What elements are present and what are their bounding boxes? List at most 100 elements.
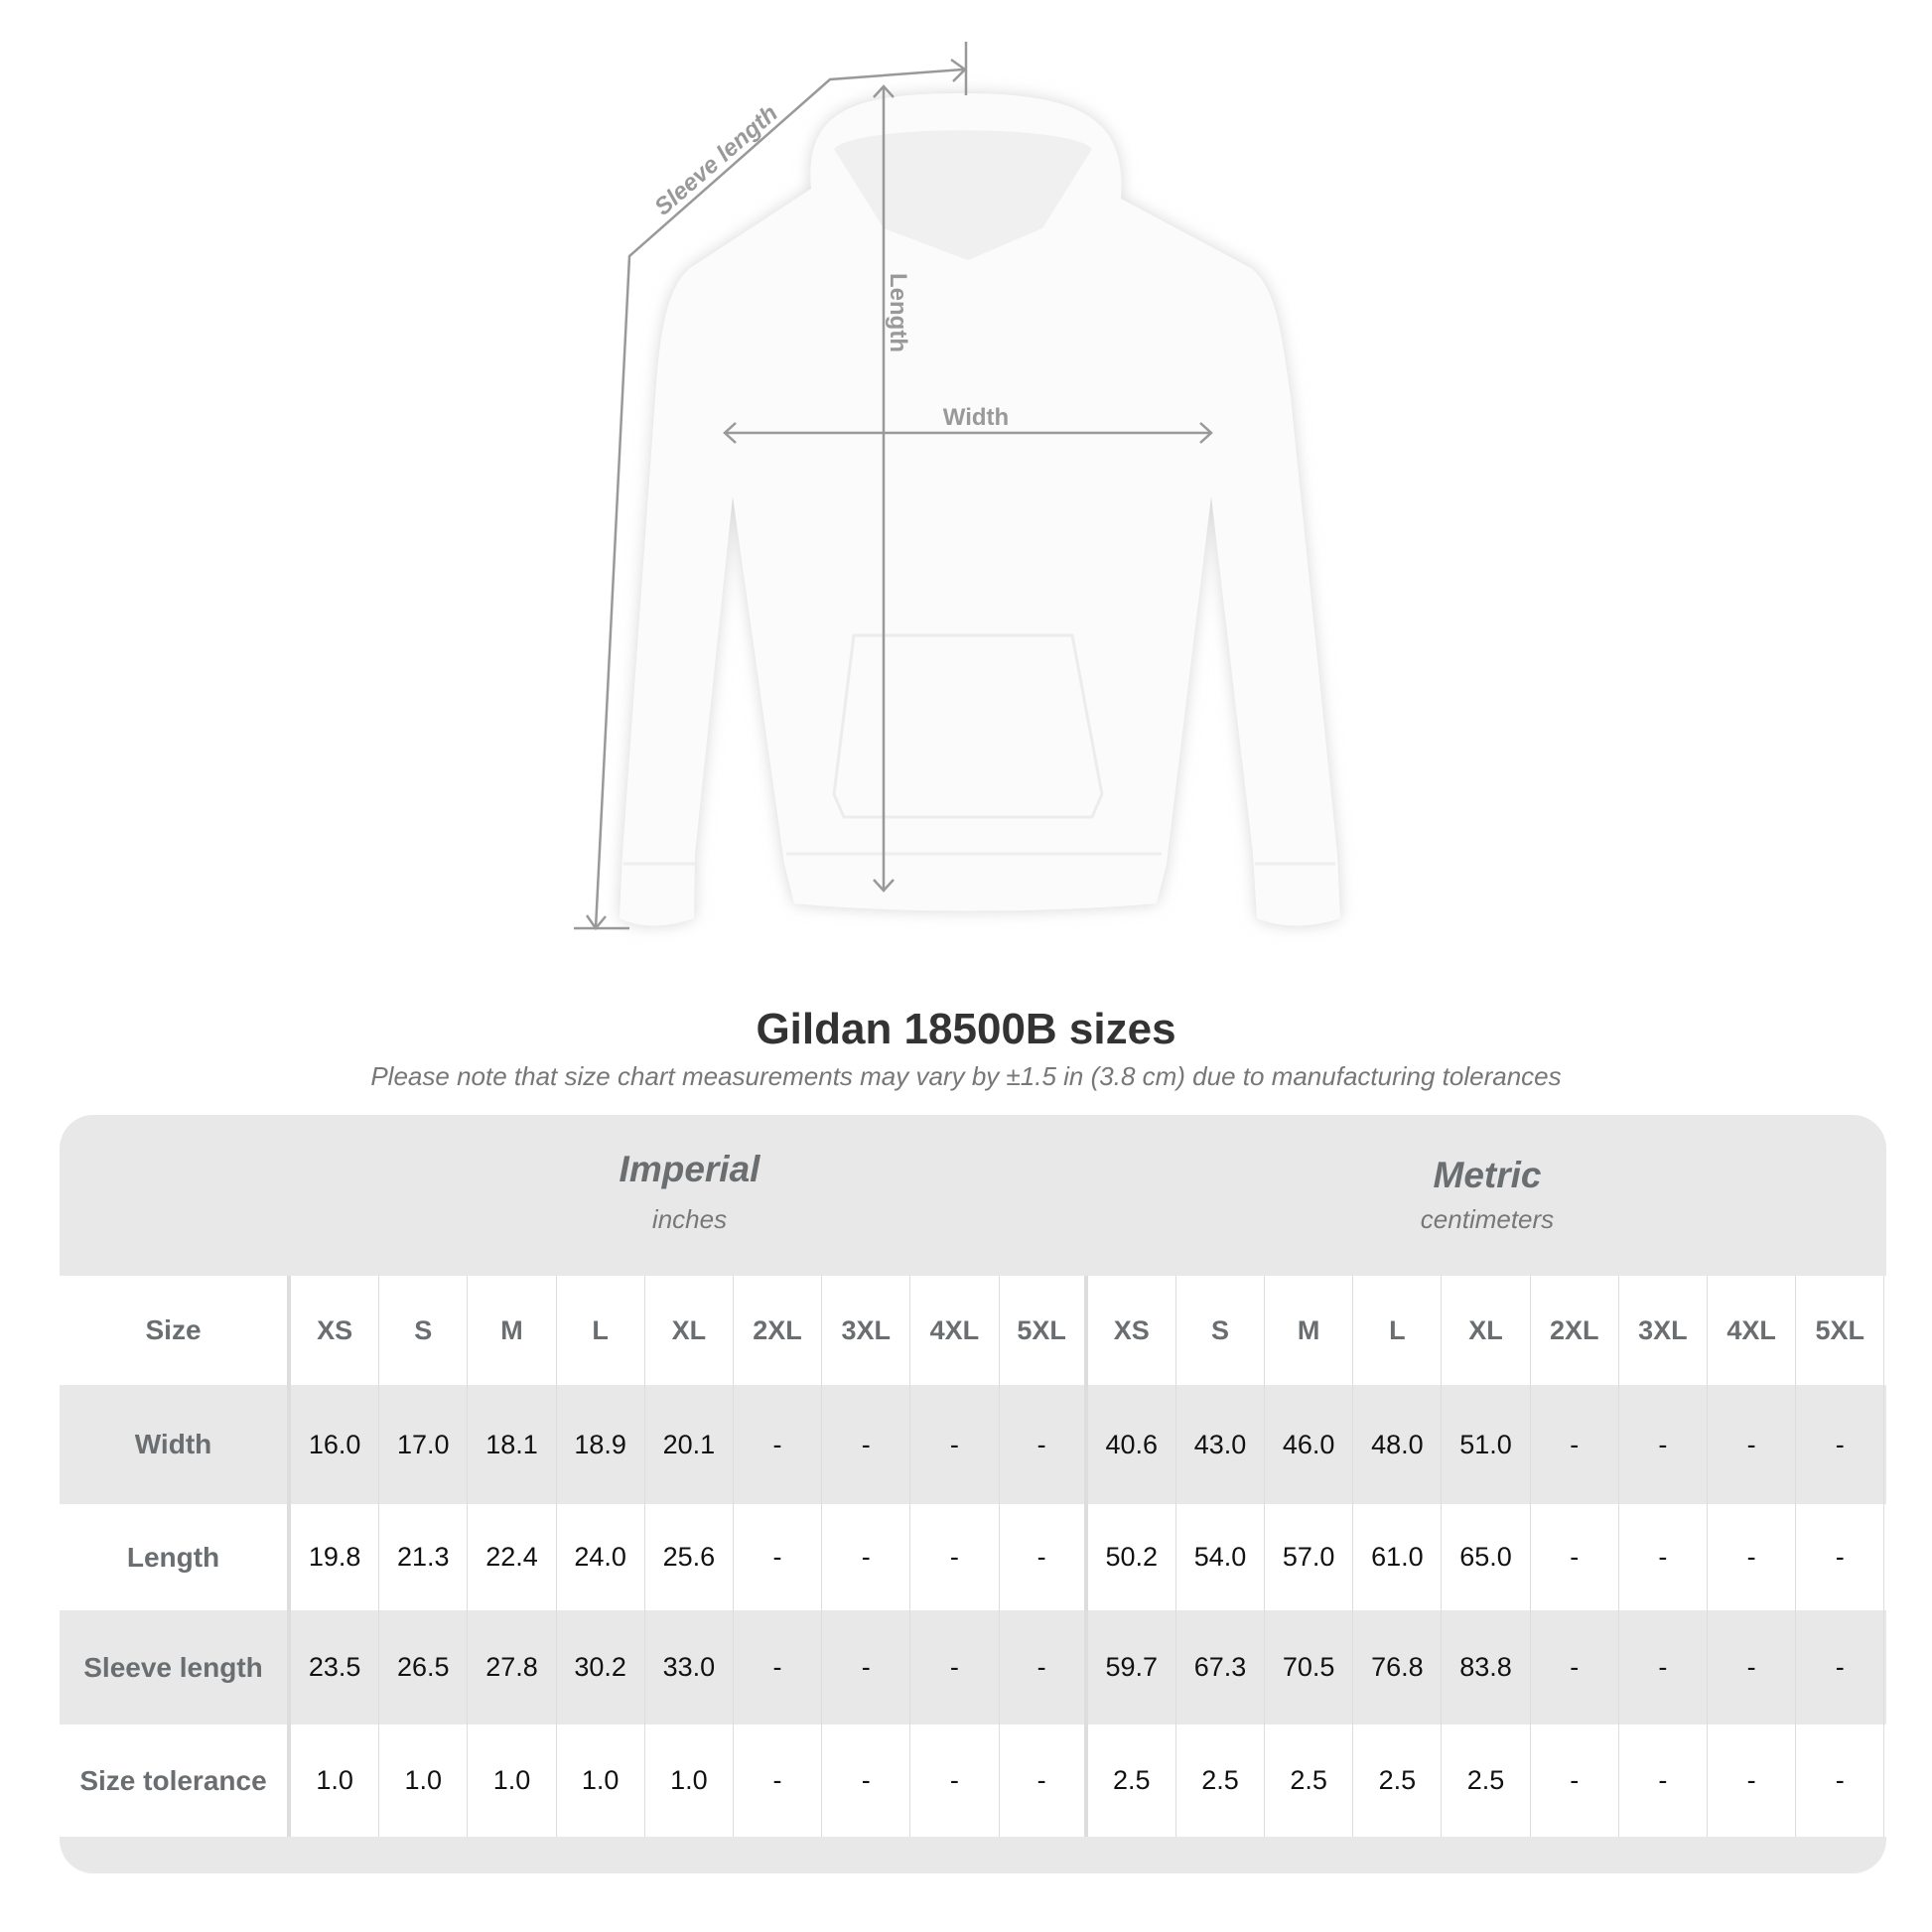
imperial-value: - (1000, 1504, 1088, 1610)
tolerance-note: Please note that size chart measurements… (370, 1061, 1562, 1091)
table-row: Length 19.8 21.3 22.4 24.0 25.6- - - -50.2 54.0 57… (60, 1504, 1886, 1610)
size-column-header: 2XL (1531, 1276, 1619, 1385)
imperial-value: - (910, 1385, 1000, 1504)
metric-value: - (1619, 1385, 1708, 1504)
imperial-value: - (734, 1504, 823, 1610)
metric-value: 59.7 (1088, 1610, 1176, 1725)
imperial-value: - (822, 1610, 911, 1725)
width-label: Width (943, 404, 1009, 431)
metric-value: 54.0 (1176, 1504, 1266, 1610)
imperial-value: - (1000, 1610, 1088, 1725)
metric-value: 57.0 (1265, 1504, 1354, 1610)
imperial-value: 27.8 (468, 1610, 557, 1725)
imperial-value: - (822, 1504, 911, 1610)
size-column-header: M (1265, 1276, 1354, 1385)
metric-value: - (1531, 1385, 1619, 1504)
size-column-header: 4XL (1708, 1276, 1797, 1385)
metric-value: - (1708, 1504, 1797, 1610)
metric-value: - (1796, 1725, 1885, 1837)
size-column-header: M (468, 1276, 557, 1385)
metric-value: 2.5 (1442, 1725, 1531, 1837)
metric-value: - (1796, 1504, 1885, 1610)
imperial-header: Imperial inches (291, 1115, 1088, 1276)
length-label: Length (885, 273, 911, 352)
metric-value: 43.0 (1176, 1385, 1266, 1504)
metric-value: - (1619, 1504, 1708, 1610)
metric-unit: centimeters (1420, 1204, 1555, 1234)
hoodie-image (620, 93, 1340, 926)
sleeve-length-label: Sleeve length (649, 100, 782, 221)
size-column-header: XL (1442, 1276, 1531, 1385)
imperial-value: 20.1 (645, 1385, 734, 1504)
imperial-value: 1.0 (291, 1725, 380, 1837)
size-column-header: XS (291, 1276, 380, 1385)
imperial-value: 1.0 (468, 1725, 557, 1837)
imperial-value: 1.0 (557, 1725, 645, 1837)
row-label: Width (60, 1385, 291, 1504)
size-label: Size (60, 1276, 291, 1385)
imperial-value: - (1000, 1385, 1088, 1504)
metric-value: - (1708, 1725, 1797, 1837)
size-column-header: S (379, 1276, 469, 1385)
metric-value: - (1531, 1610, 1619, 1725)
metric-value: - (1531, 1725, 1619, 1837)
metric-value: 50.2 (1088, 1504, 1176, 1610)
size-column-header: 3XL (1619, 1276, 1708, 1385)
metric-value: - (1708, 1385, 1797, 1504)
metric-value: 40.6 (1088, 1385, 1176, 1504)
metric-value: - (1619, 1610, 1708, 1725)
metric-value: 61.0 (1353, 1504, 1443, 1610)
size-column-header: L (557, 1276, 645, 1385)
metric-value: 83.8 (1442, 1610, 1531, 1725)
metric-value: - (1531, 1504, 1619, 1610)
metric-value: - (1619, 1725, 1708, 1837)
imperial-value: 22.4 (468, 1504, 557, 1610)
imperial-value: 1.0 (379, 1725, 469, 1837)
size-column-header: 5XL (1796, 1276, 1885, 1385)
metric-value: 2.5 (1088, 1725, 1176, 1837)
size-column-header: 3XL (822, 1276, 911, 1385)
metric-value: 46.0 (1265, 1385, 1354, 1504)
row-label: Sleeve length (60, 1610, 291, 1725)
metric-value: 2.5 (1176, 1725, 1266, 1837)
imperial-unit: inches (651, 1204, 728, 1234)
size-column-header: 2XL (734, 1276, 823, 1385)
metric-value: - (1708, 1610, 1797, 1725)
imperial-value: - (734, 1725, 823, 1837)
metric-value: 2.5 (1353, 1725, 1443, 1837)
metric-value: 51.0 (1442, 1385, 1531, 1504)
imperial-value: 26.5 (379, 1610, 469, 1725)
imperial-value: - (910, 1610, 1000, 1725)
metric-value: 2.5 (1265, 1725, 1354, 1837)
metric-value: 48.0 (1353, 1385, 1443, 1504)
size-column-header: XL (645, 1276, 734, 1385)
size-column-header: 5XL (1000, 1276, 1088, 1385)
size-column-header: XS (1088, 1276, 1176, 1385)
imperial-value: - (910, 1504, 1000, 1610)
imperial-value: - (822, 1725, 911, 1837)
metric-title: Metric (1433, 1155, 1542, 1195)
imperial-title: Imperial (619, 1149, 760, 1189)
imperial-value: - (910, 1725, 1000, 1837)
imperial-value: 33.0 (645, 1610, 734, 1725)
metric-header: Metric centimeters (1088, 1115, 1886, 1276)
imperial-value: 1.0 (645, 1725, 734, 1837)
hoodie-measurement-diagram: Sleeve length Length Width (574, 42, 1340, 931)
imperial-value: 17.0 (379, 1385, 469, 1504)
imperial-value: 18.1 (468, 1385, 557, 1504)
imperial-value: - (734, 1610, 823, 1725)
table-row: Size tolerance 1.0 1.0 1.0 1.0 1.0- - - -2.5 2.5 2… (60, 1725, 1886, 1837)
measurement-lines (574, 42, 1213, 931)
row-label: Length (60, 1504, 291, 1610)
imperial-value: 18.9 (557, 1385, 645, 1504)
size-column-header: 4XL (910, 1276, 1000, 1385)
imperial-value: 19.8 (291, 1504, 380, 1610)
imperial-value: - (734, 1385, 823, 1504)
size-header-row: Size XS S M L XL 2XL 3XL 4XL 5XL XS S M L XL 2XL 3XL 4XL 5… (60, 1276, 1886, 1385)
size-column-header: L (1353, 1276, 1443, 1385)
imperial-value: - (822, 1385, 911, 1504)
imperial-value: 21.3 (379, 1504, 469, 1610)
size-column-header: S (1176, 1276, 1266, 1385)
page-title: Gildan 18500B sizes (756, 1005, 1176, 1053)
imperial-value: 30.2 (557, 1610, 645, 1725)
